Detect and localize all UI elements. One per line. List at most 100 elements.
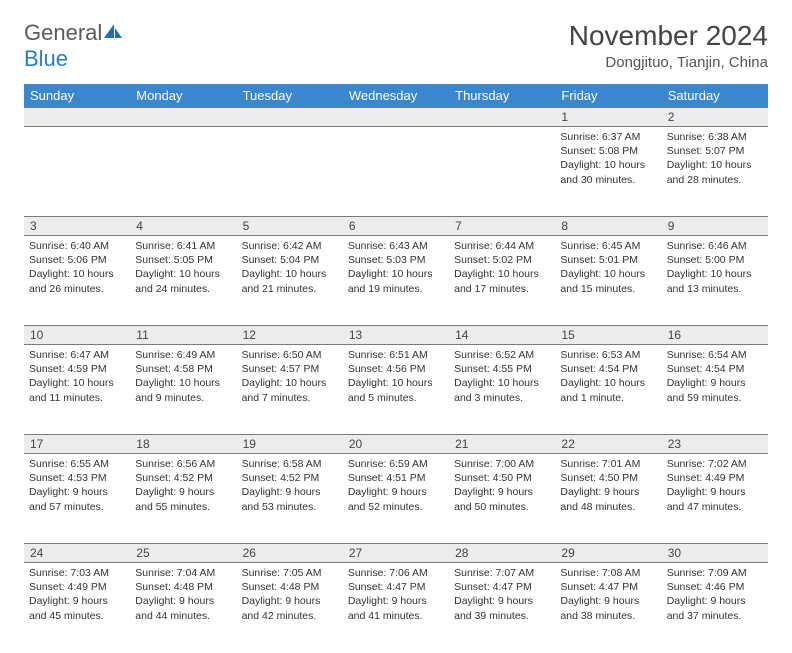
day-detail-cell: Sunrise: 6:38 AMSunset: 5:07 PMDaylight:…: [662, 127, 768, 217]
day-number-cell: [449, 108, 555, 127]
day-content: Sunrise: 6:46 AMSunset: 5:00 PMDaylight:…: [662, 236, 768, 301]
day-number-cell: 14: [449, 326, 555, 345]
month-title: November 2024: [569, 20, 768, 52]
day-number-cell: 23: [662, 435, 768, 454]
day-number-cell: 2: [662, 108, 768, 127]
day-number-cell: 12: [237, 326, 343, 345]
calendar-table: SundayMondayTuesdayWednesdayThursdayFrid…: [24, 84, 768, 653]
day-content: Sunrise: 6:52 AMSunset: 4:55 PMDaylight:…: [449, 345, 555, 410]
day-content: Sunrise: 6:53 AMSunset: 4:54 PMDaylight:…: [555, 345, 661, 410]
day-detail-cell: Sunrise: 6:44 AMSunset: 5:02 PMDaylight:…: [449, 236, 555, 326]
weekday-header: Saturday: [662, 84, 768, 108]
weekday-header: Sunday: [24, 84, 130, 108]
day-number-cell: 1: [555, 108, 661, 127]
day-content: Sunrise: 6:47 AMSunset: 4:59 PMDaylight:…: [24, 345, 130, 410]
day-number-cell: 17: [24, 435, 130, 454]
day-detail-cell: Sunrise: 6:40 AMSunset: 5:06 PMDaylight:…: [24, 236, 130, 326]
day-detail-cell: [343, 127, 449, 217]
day-content: Sunrise: 7:06 AMSunset: 4:47 PMDaylight:…: [343, 563, 449, 628]
day-detail-row: Sunrise: 6:47 AMSunset: 4:59 PMDaylight:…: [24, 345, 768, 435]
day-detail-row: Sunrise: 7:03 AMSunset: 4:49 PMDaylight:…: [24, 563, 768, 653]
day-detail-cell: Sunrise: 6:41 AMSunset: 5:05 PMDaylight:…: [130, 236, 236, 326]
day-number-cell: 15: [555, 326, 661, 345]
day-content: Sunrise: 7:08 AMSunset: 4:47 PMDaylight:…: [555, 563, 661, 628]
day-detail-cell: [449, 127, 555, 217]
day-detail-cell: Sunrise: 6:42 AMSunset: 5:04 PMDaylight:…: [237, 236, 343, 326]
day-number-cell: [130, 108, 236, 127]
day-content: Sunrise: 6:43 AMSunset: 5:03 PMDaylight:…: [343, 236, 449, 301]
day-detail-cell: Sunrise: 6:51 AMSunset: 4:56 PMDaylight:…: [343, 345, 449, 435]
calendar-body: 12Sunrise: 6:37 AMSunset: 5:08 PMDayligh…: [24, 108, 768, 653]
logo-part1: General: [24, 20, 102, 45]
day-detail-row: Sunrise: 6:40 AMSunset: 5:06 PMDaylight:…: [24, 236, 768, 326]
day-detail-cell: Sunrise: 6:47 AMSunset: 4:59 PMDaylight:…: [24, 345, 130, 435]
day-number-cell: 7: [449, 217, 555, 236]
day-detail-cell: Sunrise: 6:52 AMSunset: 4:55 PMDaylight:…: [449, 345, 555, 435]
day-content: Sunrise: 6:37 AMSunset: 5:08 PMDaylight:…: [555, 127, 661, 192]
day-content: Sunrise: 7:00 AMSunset: 4:50 PMDaylight:…: [449, 454, 555, 519]
title-block: November 2024 Dongjituo, Tianjin, China: [569, 20, 768, 71]
weekday-header: Wednesday: [343, 84, 449, 108]
day-detail-cell: Sunrise: 6:54 AMSunset: 4:54 PMDaylight:…: [662, 345, 768, 435]
weekday-header: Tuesday: [237, 84, 343, 108]
day-number-cell: 13: [343, 326, 449, 345]
day-content: Sunrise: 6:45 AMSunset: 5:01 PMDaylight:…: [555, 236, 661, 301]
logo: General Blue: [24, 20, 124, 72]
day-number-cell: 3: [24, 217, 130, 236]
day-content: Sunrise: 7:07 AMSunset: 4:47 PMDaylight:…: [449, 563, 555, 628]
day-detail-cell: [130, 127, 236, 217]
day-detail-cell: Sunrise: 6:58 AMSunset: 4:52 PMDaylight:…: [237, 454, 343, 544]
day-detail-cell: Sunrise: 7:01 AMSunset: 4:50 PMDaylight:…: [555, 454, 661, 544]
day-content: Sunrise: 6:54 AMSunset: 4:54 PMDaylight:…: [662, 345, 768, 410]
day-number-cell: [343, 108, 449, 127]
day-content: Sunrise: 6:41 AMSunset: 5:05 PMDaylight:…: [130, 236, 236, 301]
day-detail-cell: [237, 127, 343, 217]
weekday-header: Thursday: [449, 84, 555, 108]
day-detail-cell: Sunrise: 6:50 AMSunset: 4:57 PMDaylight:…: [237, 345, 343, 435]
day-number-cell: 8: [555, 217, 661, 236]
header: General Blue November 2024 Dongjituo, Ti…: [24, 20, 768, 72]
day-content: Sunrise: 6:42 AMSunset: 5:04 PMDaylight:…: [237, 236, 343, 301]
day-detail-cell: Sunrise: 6:49 AMSunset: 4:58 PMDaylight:…: [130, 345, 236, 435]
day-detail-cell: Sunrise: 7:07 AMSunset: 4:47 PMDaylight:…: [449, 563, 555, 653]
day-number-cell: [237, 108, 343, 127]
day-detail-cell: Sunrise: 7:05 AMSunset: 4:48 PMDaylight:…: [237, 563, 343, 653]
day-content: Sunrise: 6:55 AMSunset: 4:53 PMDaylight:…: [24, 454, 130, 519]
day-number-cell: 25: [130, 544, 236, 563]
day-number-cell: 26: [237, 544, 343, 563]
day-number-row: 3456789: [24, 217, 768, 236]
day-content: Sunrise: 6:51 AMSunset: 4:56 PMDaylight:…: [343, 345, 449, 410]
day-detail-cell: Sunrise: 7:02 AMSunset: 4:49 PMDaylight:…: [662, 454, 768, 544]
day-detail-cell: Sunrise: 7:08 AMSunset: 4:47 PMDaylight:…: [555, 563, 661, 653]
day-detail-cell: Sunrise: 6:55 AMSunset: 4:53 PMDaylight:…: [24, 454, 130, 544]
day-content: Sunrise: 6:58 AMSunset: 4:52 PMDaylight:…: [237, 454, 343, 519]
day-detail-cell: Sunrise: 6:45 AMSunset: 5:01 PMDaylight:…: [555, 236, 661, 326]
location-subtitle: Dongjituo, Tianjin, China: [569, 54, 768, 71]
day-content: Sunrise: 6:50 AMSunset: 4:57 PMDaylight:…: [237, 345, 343, 410]
day-number-cell: 20: [343, 435, 449, 454]
day-number-cell: 22: [555, 435, 661, 454]
day-content: Sunrise: 6:56 AMSunset: 4:52 PMDaylight:…: [130, 454, 236, 519]
day-number-cell: 21: [449, 435, 555, 454]
day-number-cell: 18: [130, 435, 236, 454]
day-number-row: 10111213141516: [24, 326, 768, 345]
day-number-row: 24252627282930: [24, 544, 768, 563]
day-detail-cell: Sunrise: 6:43 AMSunset: 5:03 PMDaylight:…: [343, 236, 449, 326]
day-number-cell: 24: [24, 544, 130, 563]
day-content: Sunrise: 7:01 AMSunset: 4:50 PMDaylight:…: [555, 454, 661, 519]
weekday-header: Monday: [130, 84, 236, 108]
day-number-cell: 27: [343, 544, 449, 563]
day-number-cell: 30: [662, 544, 768, 563]
day-detail-cell: Sunrise: 7:03 AMSunset: 4:49 PMDaylight:…: [24, 563, 130, 653]
day-number-cell: [24, 108, 130, 127]
logo-part2: Blue: [24, 46, 68, 71]
day-detail-cell: Sunrise: 6:53 AMSunset: 4:54 PMDaylight:…: [555, 345, 661, 435]
day-number-cell: 11: [130, 326, 236, 345]
day-content: Sunrise: 6:40 AMSunset: 5:06 PMDaylight:…: [24, 236, 130, 301]
logo-text: General Blue: [24, 20, 124, 72]
day-detail-cell: Sunrise: 6:56 AMSunset: 4:52 PMDaylight:…: [130, 454, 236, 544]
day-number-cell: 19: [237, 435, 343, 454]
day-number-cell: 16: [662, 326, 768, 345]
day-detail-cell: Sunrise: 7:09 AMSunset: 4:46 PMDaylight:…: [662, 563, 768, 653]
day-detail-cell: Sunrise: 7:00 AMSunset: 4:50 PMDaylight:…: [449, 454, 555, 544]
